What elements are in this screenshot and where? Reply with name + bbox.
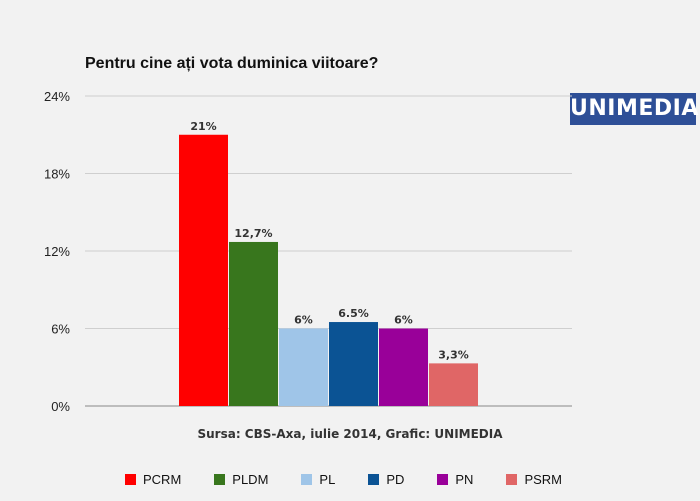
legend-item: PD bbox=[368, 472, 404, 487]
legend-label: PLDM bbox=[232, 472, 269, 487]
y-tick-label: 6% bbox=[51, 322, 70, 337]
data-label: 6.5% bbox=[338, 307, 369, 320]
legend-label: PN bbox=[455, 472, 474, 487]
y-tick-label: 12% bbox=[44, 244, 70, 259]
y-tick-label: 18% bbox=[44, 167, 70, 182]
chart-title: Pentru cine ați vota duminica viitoare? bbox=[85, 55, 379, 72]
chart-legend: PCRM PLDM PL PD PN PSRM bbox=[125, 472, 595, 487]
bar bbox=[279, 328, 328, 406]
unimedia-logo: UNIMEDIA bbox=[570, 93, 698, 125]
legend-swatch bbox=[301, 474, 313, 485]
source-note: Sursa: CBS-Axa, iulie 2014, Grafic: UNIM… bbox=[197, 427, 503, 441]
legend-swatch bbox=[437, 474, 449, 485]
legend-item: PCRM bbox=[125, 472, 181, 487]
legend-label: PL bbox=[319, 472, 336, 487]
bar-chart: 0% 6% 12% 18% 24% 21% 12,7% 6% 6.5% 6% 3,3% bbox=[44, 89, 572, 414]
data-label: 3,3% bbox=[438, 348, 469, 361]
data-label: 12,7% bbox=[234, 227, 272, 240]
legend-item: PLDM bbox=[214, 472, 268, 487]
bar bbox=[379, 328, 428, 406]
data-label: 6% bbox=[294, 314, 313, 327]
legend-label: PSRM bbox=[524, 472, 562, 487]
legend-swatch bbox=[125, 474, 136, 485]
legend-item: PN bbox=[437, 472, 473, 487]
data-label: 21% bbox=[190, 120, 216, 133]
legend-label: PD bbox=[386, 472, 405, 487]
legend-swatch bbox=[368, 474, 380, 485]
legend-item: PL bbox=[301, 472, 335, 487]
bar bbox=[429, 363, 478, 406]
data-label: 6% bbox=[394, 314, 413, 327]
bar bbox=[329, 322, 378, 406]
legend-swatch bbox=[506, 474, 518, 485]
legend-item: PSRM bbox=[506, 472, 562, 487]
legend-label: PCRM bbox=[143, 472, 182, 487]
y-tick-label: 0% bbox=[51, 399, 70, 414]
y-tick-label: 24% bbox=[44, 89, 70, 104]
bar bbox=[179, 134, 228, 406]
legend-swatch bbox=[214, 474, 226, 485]
bar bbox=[229, 241, 278, 406]
